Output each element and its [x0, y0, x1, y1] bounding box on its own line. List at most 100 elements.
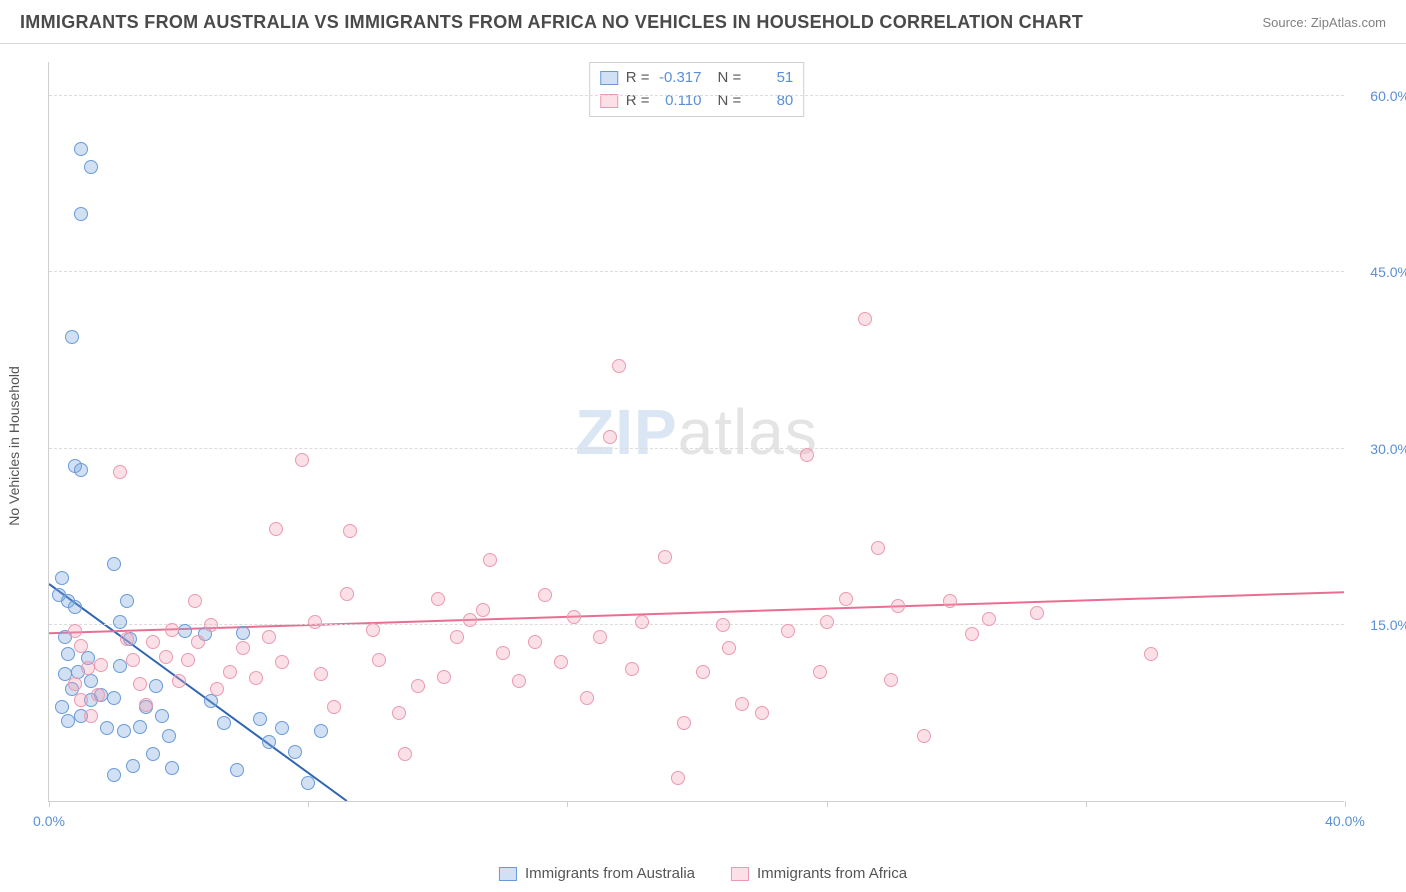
scatter-point-australia: [74, 142, 88, 156]
scatter-point-africa: [450, 630, 464, 644]
y-tick-label: 30.0%: [1350, 441, 1406, 457]
scatter-point-australia: [275, 721, 289, 735]
scatter-point-africa: [735, 697, 749, 711]
scatter-point-australia: [61, 714, 75, 728]
scatter-point-australia: [107, 557, 121, 571]
scatter-point-africa: [81, 661, 95, 675]
scatter-point-australia: [113, 615, 127, 629]
legend-entry-africa: Immigrants from Africa: [731, 865, 907, 882]
stats-legend: R =-0.317N =51R =0.110N =80: [589, 62, 805, 117]
scatter-point-africa: [366, 623, 380, 637]
plot-area: ZIPatlas R =-0.317N =51R =0.110N =80 15.…: [48, 62, 1344, 802]
scatter-point-africa: [554, 655, 568, 669]
stats-swatch-australia: [600, 71, 618, 85]
legend-swatch-australia: [499, 867, 517, 881]
scatter-point-africa: [411, 679, 425, 693]
scatter-point-africa: [917, 729, 931, 743]
scatter-point-africa: [593, 630, 607, 644]
scatter-point-australia: [55, 571, 69, 585]
scatter-point-australia: [236, 626, 250, 640]
gridline-h: [49, 624, 1344, 625]
scatter-point-africa: [340, 587, 354, 601]
stats-n-label: N =: [718, 67, 742, 90]
scatter-point-africa: [839, 592, 853, 606]
header-bar: IMMIGRANTS FROM AUSTRALIA VS IMMIGRANTS …: [0, 0, 1406, 44]
scatter-point-australia: [107, 691, 121, 705]
scatter-point-africa: [567, 610, 581, 624]
scatter-point-australia: [253, 712, 267, 726]
x-tick: [827, 801, 828, 807]
scatter-point-australia: [133, 720, 147, 734]
scatter-point-africa: [120, 632, 134, 646]
x-tick-label: 40.0%: [1325, 813, 1365, 829]
scatter-point-africa: [512, 674, 526, 688]
scatter-point-africa: [191, 635, 205, 649]
scatter-point-africa: [1144, 647, 1158, 661]
gridline-h: [49, 271, 1344, 272]
scatter-point-australia: [149, 679, 163, 693]
scatter-point-africa: [437, 670, 451, 684]
scatter-point-australia: [120, 594, 134, 608]
scatter-point-africa: [1030, 606, 1044, 620]
y-tick-label: 60.0%: [1350, 88, 1406, 104]
scatter-point-africa: [181, 653, 195, 667]
x-tick: [1345, 801, 1346, 807]
scatter-point-africa: [204, 618, 218, 632]
stats-row-africa: R =0.110N =80: [600, 90, 794, 113]
scatter-point-africa: [372, 653, 386, 667]
scatter-point-australia: [288, 745, 302, 759]
scatter-point-africa: [496, 646, 510, 660]
scatter-point-africa: [159, 650, 173, 664]
scatter-point-africa: [800, 448, 814, 462]
scatter-point-africa: [891, 599, 905, 613]
scatter-point-africa: [538, 588, 552, 602]
x-tick: [567, 801, 568, 807]
scatter-point-australia: [155, 709, 169, 723]
scatter-point-africa: [476, 603, 490, 617]
scatter-point-africa: [94, 658, 108, 672]
scatter-point-australia: [314, 724, 328, 738]
scatter-point-africa: [126, 653, 140, 667]
stats-r-label: R =: [626, 67, 650, 90]
scatter-point-australia: [68, 600, 82, 614]
scatter-point-africa: [269, 522, 283, 536]
scatter-point-africa: [172, 674, 186, 688]
scatter-point-africa: [884, 673, 898, 687]
scatter-point-africa: [528, 635, 542, 649]
stats-r-label: R =: [626, 90, 650, 113]
legend-label-australia: Immigrants from Australia: [525, 865, 695, 882]
scatter-point-africa: [483, 553, 497, 567]
scatter-point-africa: [677, 716, 691, 730]
scatter-point-africa: [327, 700, 341, 714]
stats-r-value: -0.317: [656, 67, 702, 90]
gridline-h: [49, 448, 1344, 449]
scatter-point-africa: [262, 630, 276, 644]
stats-r-value: 0.110: [656, 90, 702, 113]
scatter-point-australia: [100, 721, 114, 735]
scatter-point-africa: [249, 671, 263, 685]
scatter-point-africa: [133, 677, 147, 691]
scatter-point-australia: [113, 659, 127, 673]
scatter-point-africa: [275, 655, 289, 669]
scatter-point-australia: [117, 724, 131, 738]
scatter-point-australia: [301, 776, 315, 790]
stats-n-value: 51: [747, 67, 793, 90]
scatter-point-africa: [463, 613, 477, 627]
scatter-point-australia: [107, 768, 121, 782]
scatter-point-africa: [820, 615, 834, 629]
scatter-point-africa: [68, 677, 82, 691]
scatter-point-africa: [113, 465, 127, 479]
scatter-point-australia: [84, 160, 98, 174]
legend-label-africa: Immigrants from Africa: [757, 865, 907, 882]
legend-swatch-africa: [731, 867, 749, 881]
scatter-point-africa: [398, 747, 412, 761]
scatter-point-africa: [431, 592, 445, 606]
scatter-point-africa: [139, 698, 153, 712]
scatter-point-africa: [392, 706, 406, 720]
scatter-point-africa: [696, 665, 710, 679]
scatter-point-africa: [612, 359, 626, 373]
scatter-point-africa: [813, 665, 827, 679]
scatter-point-australia: [84, 674, 98, 688]
scatter-point-africa: [658, 550, 672, 564]
scatter-point-australia: [74, 207, 88, 221]
